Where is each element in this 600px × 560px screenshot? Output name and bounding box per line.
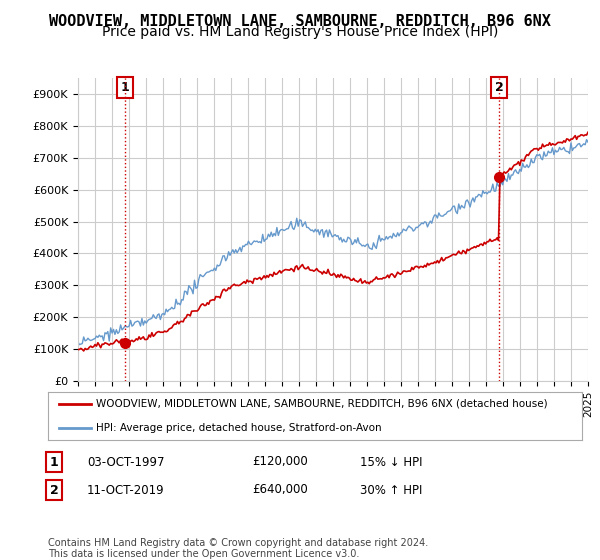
Text: 1: 1 (50, 455, 58, 469)
Text: 30% ↑ HPI: 30% ↑ HPI (360, 483, 422, 497)
Text: 11-OCT-2019: 11-OCT-2019 (87, 483, 164, 497)
Text: HPI: Average price, detached house, Stratford-on-Avon: HPI: Average price, detached house, Stra… (96, 423, 382, 433)
Text: 1: 1 (121, 81, 129, 94)
Text: 03-OCT-1997: 03-OCT-1997 (87, 455, 164, 469)
Text: WOODVIEW, MIDDLETOWN LANE, SAMBOURNE, REDDITCH, B96 6NX: WOODVIEW, MIDDLETOWN LANE, SAMBOURNE, RE… (49, 14, 551, 29)
Text: 2: 2 (495, 81, 503, 94)
Text: £120,000: £120,000 (252, 455, 308, 469)
Text: 15% ↓ HPI: 15% ↓ HPI (360, 455, 422, 469)
Text: £640,000: £640,000 (252, 483, 308, 497)
Text: WOODVIEW, MIDDLETOWN LANE, SAMBOURNE, REDDITCH, B96 6NX (detached house): WOODVIEW, MIDDLETOWN LANE, SAMBOURNE, RE… (96, 399, 548, 409)
Text: Contains HM Land Registry data © Crown copyright and database right 2024.
This d: Contains HM Land Registry data © Crown c… (48, 538, 428, 559)
Text: 2: 2 (50, 483, 58, 497)
Text: Price paid vs. HM Land Registry's House Price Index (HPI): Price paid vs. HM Land Registry's House … (102, 25, 498, 39)
